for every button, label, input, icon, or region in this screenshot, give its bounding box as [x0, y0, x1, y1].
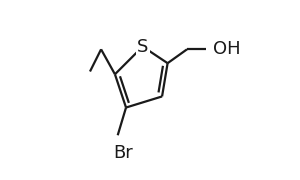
Text: OH: OH	[213, 40, 240, 58]
Text: S: S	[137, 38, 148, 56]
Text: Br: Br	[113, 144, 133, 162]
